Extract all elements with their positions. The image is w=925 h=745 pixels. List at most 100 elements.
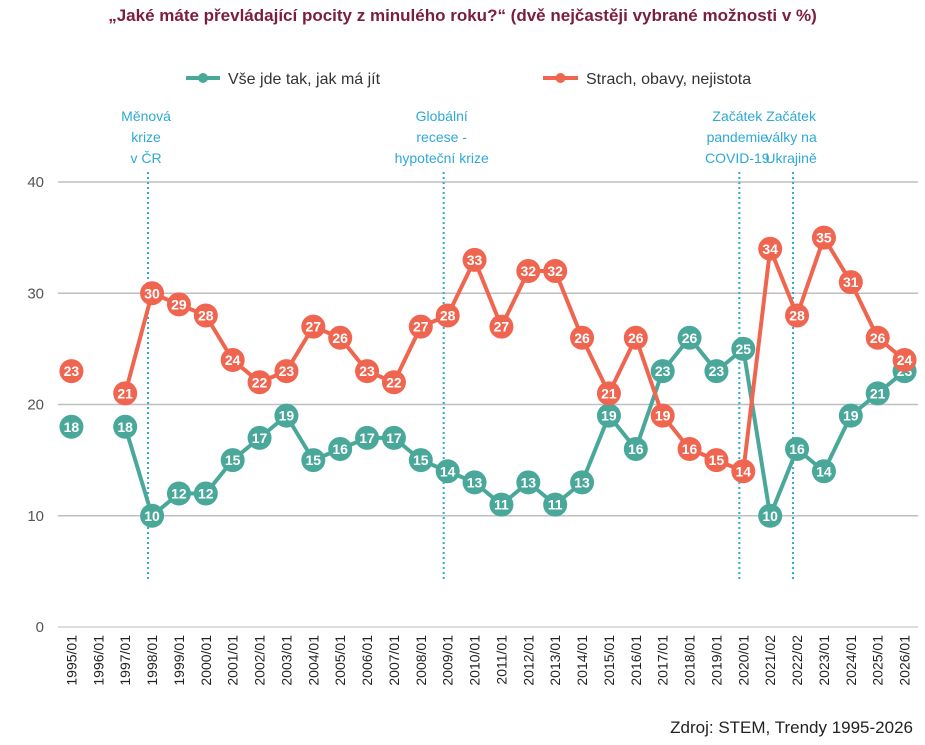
data-point	[758, 503, 783, 528]
x-tick-label: 2020/01	[735, 635, 751, 686]
x-tick-label: 1996/01	[90, 635, 106, 686]
data-label: 18	[64, 419, 80, 435]
data-point	[704, 448, 729, 473]
y-tick-label: 20	[27, 397, 44, 414]
data-point	[516, 259, 541, 283]
data-label: 17	[252, 430, 268, 446]
data-label: 15	[306, 452, 322, 468]
data-point	[274, 403, 299, 428]
data-label: 21	[117, 385, 133, 401]
data-label: 10	[144, 508, 160, 524]
data-point	[140, 503, 165, 528]
data-label: 18	[117, 419, 133, 435]
data-label: 32	[521, 263, 537, 279]
data-label: 33	[467, 252, 483, 268]
x-tick-label: 2003/01	[278, 635, 294, 686]
annotation-text: války na	[765, 129, 817, 145]
data-point	[650, 359, 675, 384]
data-label: 11	[548, 497, 563, 513]
series-group: 18 18 10 12 12 15 17 19 15 16 17 17 15 14 13 11 13 11 13 19…	[59, 225, 917, 528]
data-label: 19	[601, 408, 617, 424]
data-label: 12	[171, 486, 187, 502]
data-point	[193, 303, 218, 328]
data-label: 22	[386, 374, 402, 390]
data-label: 23	[64, 363, 80, 379]
y-axis: 0 10 20 30 40	[27, 174, 44, 636]
data-point	[516, 470, 541, 495]
data-label: 25	[736, 341, 752, 357]
annotation-text: krize	[131, 129, 161, 145]
data-point	[355, 359, 380, 384]
annotation-text: Globální	[416, 108, 468, 124]
data-label: 24	[225, 352, 241, 368]
data-point	[328, 325, 353, 350]
data-point	[408, 448, 433, 473]
legend-swatch-marker	[555, 73, 566, 83]
data-point	[59, 414, 84, 439]
data-label: 23	[655, 363, 671, 379]
data-label: 19	[279, 408, 295, 424]
data-point	[166, 292, 191, 317]
data-point	[758, 236, 783, 261]
data-label: 23	[709, 363, 725, 379]
data-point	[435, 459, 460, 484]
data-point	[543, 259, 568, 283]
data-label: 28	[789, 308, 805, 324]
data-point	[328, 437, 353, 461]
data-label: 15	[709, 452, 725, 468]
data-label: 16	[682, 441, 698, 457]
data-label: 26	[574, 330, 590, 346]
annotation-text: pandemie	[707, 129, 769, 145]
data-point	[301, 314, 326, 339]
annotation-text: recese -	[416, 129, 467, 145]
data-point	[220, 348, 245, 372]
x-tick-label: 2024/01	[843, 635, 859, 686]
legend-label: Strach, obavy, nejistota	[586, 71, 751, 88]
data-point	[274, 359, 299, 384]
data-point	[381, 370, 406, 395]
data-label: 23	[279, 363, 295, 379]
data-point	[301, 448, 326, 473]
data-label: 28	[198, 308, 214, 324]
data-point	[489, 314, 514, 339]
data-label: 29	[171, 296, 187, 312]
data-point	[113, 414, 138, 439]
data-point	[892, 348, 917, 372]
data-point	[570, 470, 595, 495]
y-tick-label: 40	[27, 174, 44, 191]
data-label: 13	[521, 474, 537, 490]
annotation-text: Ukrajině	[765, 150, 817, 166]
data-point	[865, 381, 890, 406]
annotation-text: Začátek	[712, 108, 763, 124]
x-tick-label: 2016/01	[628, 635, 644, 686]
x-tick-label: 2002/01	[252, 635, 268, 686]
x-tick-label: 2011/01	[493, 635, 509, 685]
x-tick-label: 2025/01	[870, 635, 886, 686]
x-tick-label: 2019/01	[708, 635, 724, 686]
data-point	[113, 381, 138, 406]
data-point	[677, 325, 702, 350]
data-point	[220, 448, 245, 473]
data-point	[650, 403, 675, 428]
x-tick-label: 2010/01	[467, 635, 483, 686]
series-1: 18 18 10 12 12 15 17 19 15 16 17 17 15 14 13 11 13 11 13 19…	[59, 325, 917, 528]
annotation-text: Měnová	[121, 108, 171, 124]
data-point	[408, 314, 433, 339]
data-label: 17	[359, 430, 375, 446]
x-tick-label: 2006/01	[359, 635, 375, 686]
data-point	[731, 336, 756, 361]
data-label: 15	[413, 452, 429, 468]
data-point	[811, 225, 836, 250]
data-label: 13	[467, 474, 483, 490]
data-label: 16	[789, 441, 805, 457]
data-point	[435, 303, 460, 328]
data-point	[811, 459, 836, 484]
x-tick-label: 2021/02	[762, 635, 778, 686]
data-label: 19	[843, 408, 859, 424]
data-label: 23	[359, 363, 375, 379]
data-point	[247, 370, 272, 395]
data-label: 11	[494, 497, 509, 513]
data-label: 26	[332, 330, 348, 346]
event-annotations: Měnová krize v ČR Globální recese - hypoteční…	[121, 108, 817, 582]
data-label: 14	[736, 463, 752, 479]
